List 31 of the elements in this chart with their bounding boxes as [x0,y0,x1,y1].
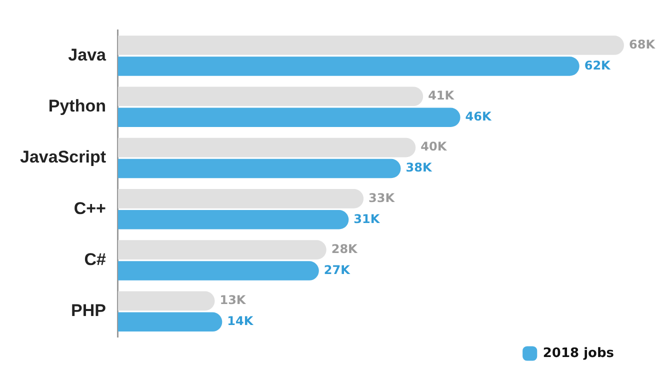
bar [118,138,416,158]
bar [118,189,364,208]
legend-label: 2018 jobs [542,346,614,361]
bar [118,261,319,280]
data-label: 13K [220,293,246,308]
data-label: 27K [324,262,351,277]
y-tick-label: Java [68,45,107,64]
y-tick-label: PHP [71,301,106,320]
data-label: 68K [629,37,656,52]
data-label: 33K [368,190,396,205]
y-tick-label: JavaScript [20,148,106,167]
bar [118,86,424,106]
data-label: 46K [465,110,492,124]
y-tick-label: C# [84,250,107,269]
bar [118,36,624,55]
bar [118,56,580,76]
data-label: 38K [406,160,432,175]
data-label: 28K [331,242,358,256]
data-label: 40K [420,140,448,154]
bar [118,108,460,128]
y-tick-label: Python [48,96,106,116]
bar [118,158,401,178]
bar [118,240,326,260]
data-label: 41K [428,88,455,103]
bar [118,210,349,230]
bar [118,291,215,311]
y-tick-label: C++ [74,198,106,218]
data-label: 31K [354,212,380,226]
bar [118,312,222,332]
data-label: 62K [584,58,612,72]
data-label: 14K [227,314,254,328]
